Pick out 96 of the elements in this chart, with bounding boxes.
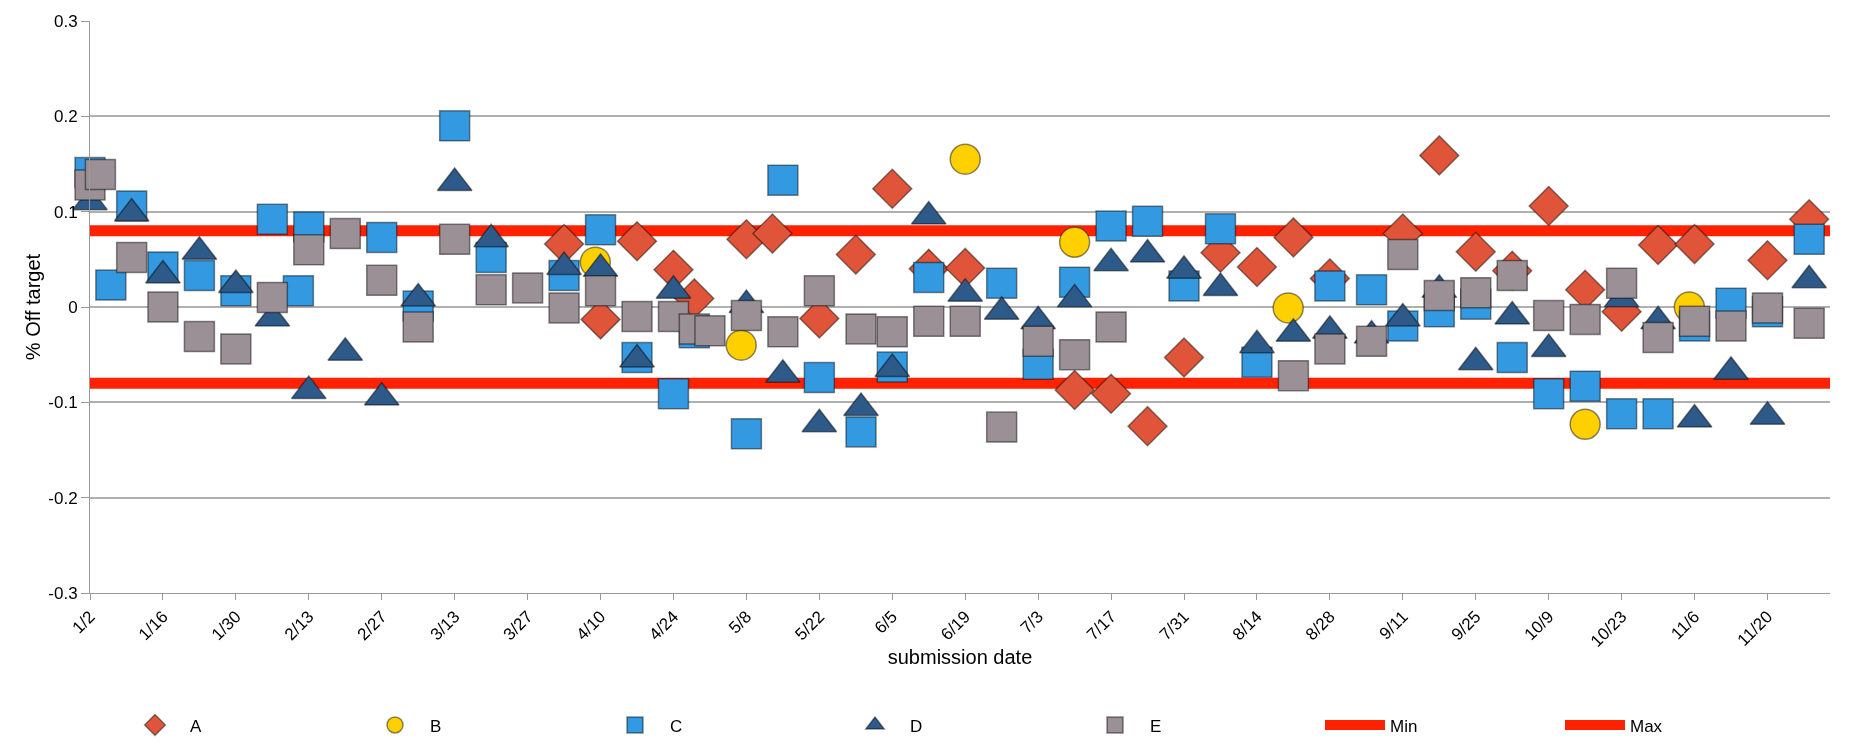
point xyxy=(1355,274,1388,306)
y-tick-label: 0.1 xyxy=(53,202,78,222)
y-tick-label: 0 xyxy=(68,297,78,317)
point xyxy=(1569,370,1601,402)
x-tick-label: 7/31 xyxy=(1156,607,1193,645)
point xyxy=(1642,398,1674,430)
x-tick-label: 4/10 xyxy=(572,607,610,645)
point xyxy=(1460,276,1492,309)
point xyxy=(949,305,981,338)
point xyxy=(912,261,945,294)
point xyxy=(803,361,836,394)
point xyxy=(1131,205,1164,237)
x-axis-title: submission date xyxy=(887,646,1033,669)
point xyxy=(1095,210,1127,242)
x-tick-label: 5/8 xyxy=(725,607,756,638)
legend-label: Min xyxy=(1390,716,1418,736)
point xyxy=(1314,270,1346,302)
point xyxy=(1058,338,1091,371)
point xyxy=(584,275,617,307)
point xyxy=(1090,373,1132,414)
point xyxy=(1095,311,1127,343)
legend-label: C xyxy=(670,716,683,736)
point xyxy=(1637,224,1679,266)
point xyxy=(1569,303,1601,336)
point xyxy=(752,213,793,254)
point xyxy=(1532,378,1565,410)
point xyxy=(1272,292,1304,324)
point xyxy=(1355,325,1388,358)
y-tick-label: -0.2 xyxy=(48,488,78,508)
y-axis-title: % Off target xyxy=(22,253,44,361)
point xyxy=(1058,226,1091,258)
point xyxy=(1022,325,1054,358)
point xyxy=(1127,405,1168,447)
point xyxy=(1569,408,1601,440)
point xyxy=(1236,246,1278,288)
point xyxy=(949,143,981,175)
point xyxy=(475,274,507,306)
legend-label: B xyxy=(430,716,442,736)
x-tick-label: 6/5 xyxy=(870,607,902,638)
point xyxy=(835,234,877,275)
legend-label: D xyxy=(910,716,923,736)
point xyxy=(730,299,763,332)
point xyxy=(584,214,617,246)
point xyxy=(985,411,1018,443)
point xyxy=(1054,369,1095,411)
point xyxy=(845,313,877,345)
y-tick-label: -0.1 xyxy=(48,393,78,413)
point xyxy=(1747,240,1788,281)
point xyxy=(1455,231,1496,272)
point xyxy=(1528,185,1569,227)
point xyxy=(438,223,471,256)
point xyxy=(1793,223,1825,256)
legend-label: A xyxy=(190,716,202,736)
point xyxy=(438,110,471,142)
legend-label: E xyxy=(1150,716,1162,736)
y-tick-label: 0.3 xyxy=(53,11,78,31)
y-tick-label: 0.2 xyxy=(53,107,78,127)
point xyxy=(1605,398,1638,430)
y-tick-label: -0.3 xyxy=(48,583,78,603)
point xyxy=(1163,337,1205,378)
point xyxy=(1496,341,1528,374)
point xyxy=(1605,267,1638,299)
point xyxy=(725,329,757,361)
point xyxy=(548,292,580,324)
point xyxy=(1532,299,1565,332)
point xyxy=(1387,238,1419,271)
point xyxy=(730,418,763,450)
point xyxy=(1642,321,1674,354)
point xyxy=(767,164,799,196)
point xyxy=(657,378,690,410)
point xyxy=(872,168,913,210)
x-tick-label: 6/19 xyxy=(937,607,975,645)
point xyxy=(1314,333,1346,365)
point xyxy=(621,300,653,333)
point xyxy=(1674,223,1715,265)
point xyxy=(912,305,945,338)
point xyxy=(876,316,909,348)
point xyxy=(767,316,799,348)
x-tick-label: 7/3 xyxy=(1016,607,1047,638)
point xyxy=(402,311,434,343)
point xyxy=(511,272,544,304)
point xyxy=(1793,307,1825,339)
point xyxy=(1715,310,1747,342)
x-tick-label: 1/2 xyxy=(68,607,99,638)
point xyxy=(1419,135,1460,176)
point xyxy=(616,220,658,262)
point xyxy=(1204,213,1237,245)
legend-label: Max xyxy=(1630,716,1663,736)
point xyxy=(1273,217,1314,258)
point xyxy=(803,275,836,307)
x-tick-label: 9/11 xyxy=(1375,607,1412,644)
point xyxy=(845,416,877,448)
point xyxy=(985,267,1018,299)
point xyxy=(1277,359,1310,392)
x-tick-label: 4/24 xyxy=(645,607,683,645)
point xyxy=(1423,279,1456,312)
